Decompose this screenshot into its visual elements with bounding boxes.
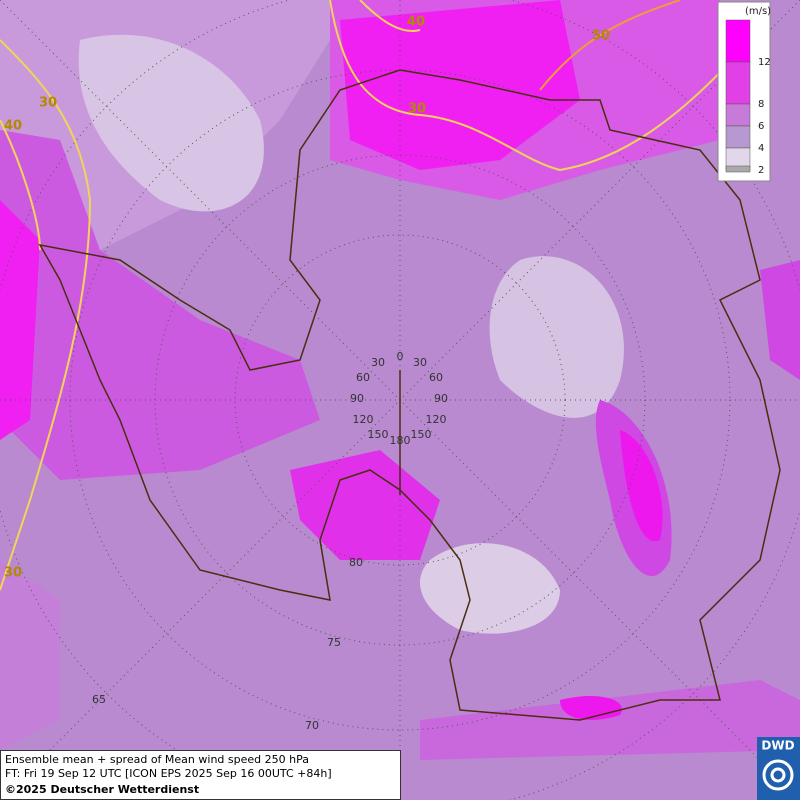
logo-icon xyxy=(762,759,794,791)
legend-label: 4 xyxy=(758,143,764,154)
contour-label: 30 xyxy=(4,566,22,581)
contours xyxy=(0,0,751,591)
legend-swatch xyxy=(725,19,751,63)
latitude-labels: 80 75 70 65 xyxy=(92,556,363,732)
longitude-label: 30 xyxy=(413,356,427,369)
logo-text: DWD xyxy=(761,739,794,753)
longitude-label: 120 xyxy=(426,413,447,426)
longitude-label: 150 xyxy=(368,428,389,441)
longitude-label: 90 xyxy=(350,392,364,405)
longitude-label: 0 xyxy=(397,350,404,363)
latitude-label: 70 xyxy=(305,719,319,732)
footer-line: ©2025 Deutscher Wetterdienst xyxy=(5,783,199,796)
footer-line: FT: Fri 19 Sep 12 UTC [ICON EPS 2025 Sep… xyxy=(5,767,332,780)
legend-swatch xyxy=(725,125,751,149)
legend-label: 12 xyxy=(758,57,771,68)
legend-label: 6 xyxy=(758,121,764,132)
footer-line: Ensemble mean + spread of Mean wind spee… xyxy=(5,753,309,766)
longitude-label: 60 xyxy=(356,371,370,384)
contour-label: 40 xyxy=(4,119,22,134)
logo: DWD xyxy=(757,737,800,800)
contour-label: 40 xyxy=(407,15,425,30)
latitude-label: 65 xyxy=(92,693,106,706)
coastline xyxy=(38,69,781,721)
longitude-label: 90 xyxy=(434,392,448,405)
wind-fields xyxy=(0,0,800,760)
legend: (m/s) 12 8 6 4 2 xyxy=(717,1,771,182)
legend-label: 2 xyxy=(758,165,764,176)
latitude-label: 80 xyxy=(349,556,363,569)
contour-label: 30 xyxy=(408,102,426,117)
longitude-label: 120 xyxy=(353,413,374,426)
legend-label: 8 xyxy=(758,99,764,110)
longitude-label: 30 xyxy=(371,356,385,369)
contour-label: 30 xyxy=(39,96,57,111)
footer: Ensemble mean + spread of Mean wind spee… xyxy=(0,750,401,800)
footer-box xyxy=(0,750,401,800)
legend-swatch xyxy=(725,103,751,127)
legend-unit: (m/s) xyxy=(745,6,771,17)
contour-label: 50 xyxy=(592,29,610,44)
longitude-label: 150 xyxy=(411,428,432,441)
logo-icon xyxy=(770,767,786,783)
legend-swatch xyxy=(725,165,751,173)
longitude-label: 180 xyxy=(390,434,411,447)
contour-labels: 40 30 40 50 30 30 xyxy=(4,15,610,581)
longitude-labels: 0 30 60 90 120 150 30 60 90 120 150 180 xyxy=(350,350,448,447)
longitude-label: 60 xyxy=(429,371,443,384)
legend-swatch xyxy=(725,61,751,105)
latitude-label: 75 xyxy=(327,636,341,649)
